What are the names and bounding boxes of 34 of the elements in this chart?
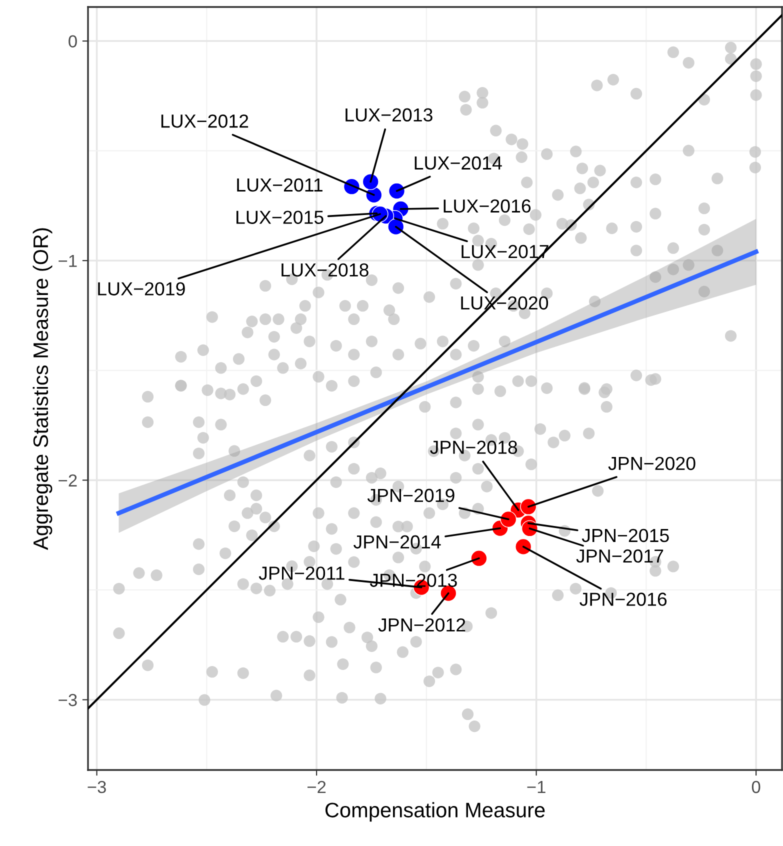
annotation: JPN−2016 [580,592,667,606]
x-tick-label: −1 [527,781,546,793]
annotation: JPN−2012 [378,618,466,632]
annotation: JPN−2017 [576,549,664,563]
point [500,510,517,528]
x-tick-label: −2 [308,780,326,793]
point [388,182,406,200]
annotation: JPN−2018 [430,440,518,454]
x-axis-title: Compensation Measure [325,802,545,822]
y-tick-label: 0 [68,35,77,48]
annotation: JPN−2014 [354,535,441,549]
point [515,538,532,555]
annotation: LUX−2016 [444,199,531,213]
point [362,174,379,190]
point [520,498,537,516]
annotation: JPN−2011 [258,566,344,580]
annotation: LUX−2014 [414,156,502,170]
annotation: LUX−2012 [161,114,248,128]
annotation: LUX−2015 [236,210,324,224]
y-axis-title: Aggregate Statistics Measure (OR) [32,228,52,550]
annotation: LUX−2011 [237,178,322,192]
annotation: JPN−2020 [608,456,696,470]
x-tick-label: 0 [752,780,760,794]
point [470,550,488,567]
y-tick-label: −1 [58,254,77,267]
annotation: LUX−2013 [346,108,432,122]
annotation: JPN−2013 [370,574,457,587]
annotation: JPN−2015 [582,528,669,542]
x-tick-label: −3 [88,780,106,794]
annotation: LUX−2019 [98,282,185,296]
annotation: JPN−2019 [367,488,454,502]
annotation: LUX−2018 [282,263,368,277]
y-tick-label: −3 [58,694,77,706]
y-tick-label: −2 [58,474,77,486]
